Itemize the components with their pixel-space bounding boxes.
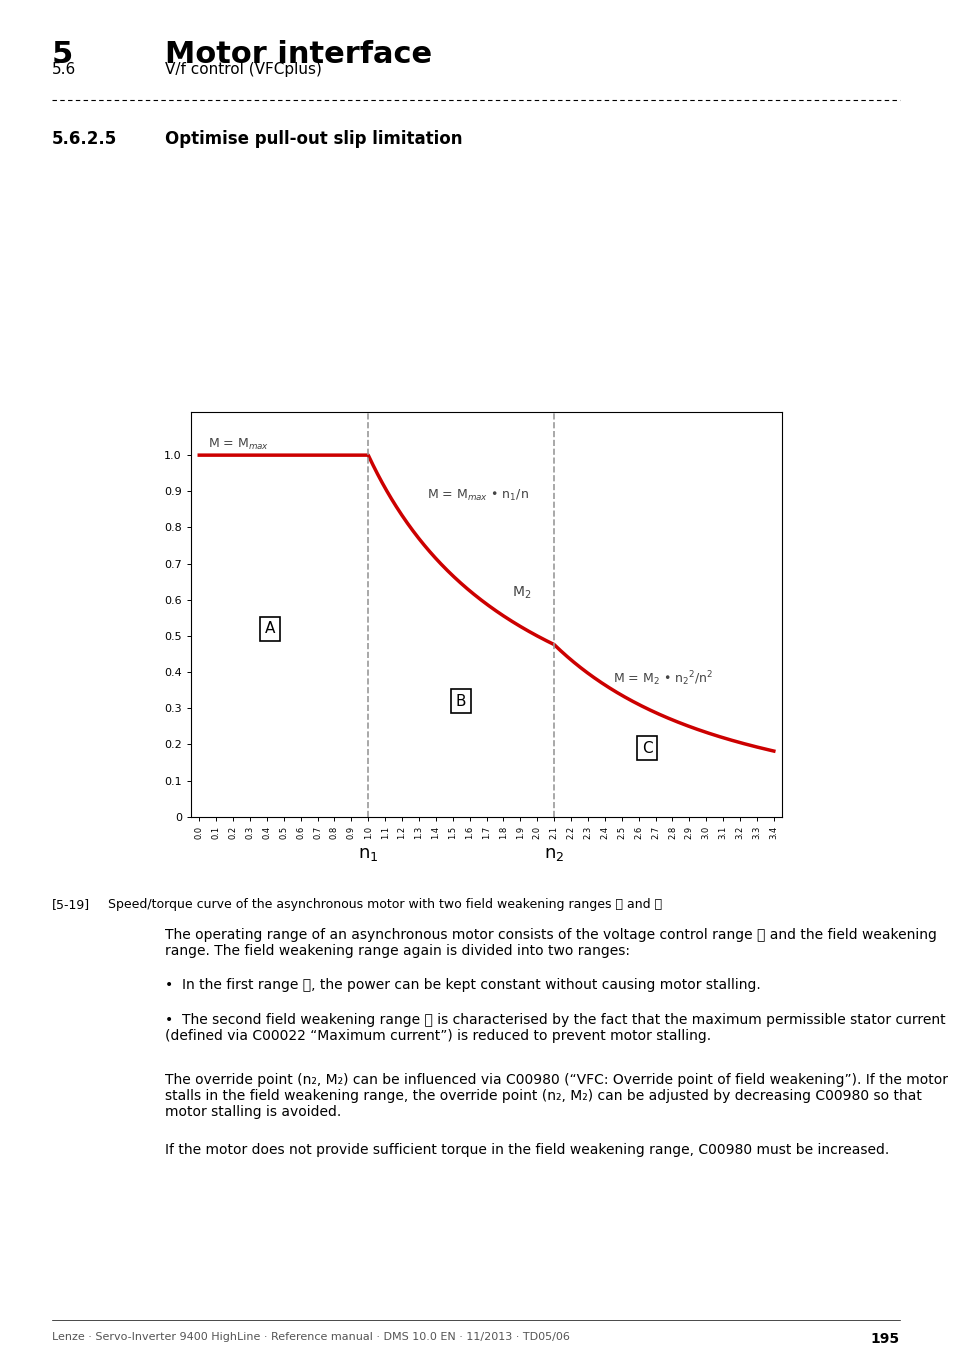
Text: •  The second field weakening range Ⓒ is characterised by the fact that the maxi: • The second field weakening range Ⓒ is … [165, 1012, 944, 1044]
Text: •  In the first range Ⓑ, the power can be kept constant without causing motor st: • In the first range Ⓑ, the power can be… [165, 977, 760, 992]
Text: n$_1$: n$_1$ [357, 845, 378, 863]
Text: C: C [641, 741, 652, 756]
Text: [5-19]: [5-19] [52, 898, 90, 911]
Text: Lenze · Servo-Inverter 9400 HighLine · Reference manual · DMS 10.0 EN · 11/2013 : Lenze · Servo-Inverter 9400 HighLine · R… [52, 1332, 569, 1342]
Text: 5: 5 [52, 40, 73, 69]
Text: If the motor does not provide sufficient torque in the field weakening range, C0: If the motor does not provide sufficient… [165, 1142, 888, 1157]
Text: The operating range of an asynchronous motor consists of the voltage control ran: The operating range of an asynchronous m… [165, 927, 936, 958]
Text: M = M$_{max}$: M = M$_{max}$ [208, 437, 269, 452]
Text: M$_2$: M$_2$ [512, 585, 531, 601]
Text: A: A [265, 621, 275, 636]
Text: V/f control (VFCplus): V/f control (VFCplus) [165, 62, 321, 77]
Text: n$_2$: n$_2$ [543, 845, 564, 863]
Text: Motor interface: Motor interface [165, 40, 432, 69]
Text: Speed/torque curve of the asynchronous motor with two field weakening ranges Ⓑ a: Speed/torque curve of the asynchronous m… [108, 898, 661, 911]
Text: 5.6: 5.6 [52, 62, 76, 77]
Text: B: B [456, 694, 466, 709]
Text: The override point (n₂, M₂) can be influenced via C00980 (“VFC: Override point o: The override point (n₂, M₂) can be influ… [165, 1073, 947, 1119]
Text: 195: 195 [870, 1332, 899, 1346]
Text: M = M$_{max}$ • n$_1$/n: M = M$_{max}$ • n$_1$/n [427, 487, 529, 502]
Text: 5.6.2.5: 5.6.2.5 [52, 130, 117, 148]
Text: Optimise pull-out slip limitation: Optimise pull-out slip limitation [165, 130, 462, 148]
Text: M = M$_2$ • n$_2$$^2$/n$^2$: M = M$_2$ • n$_2$$^2$/n$^2$ [613, 670, 713, 687]
